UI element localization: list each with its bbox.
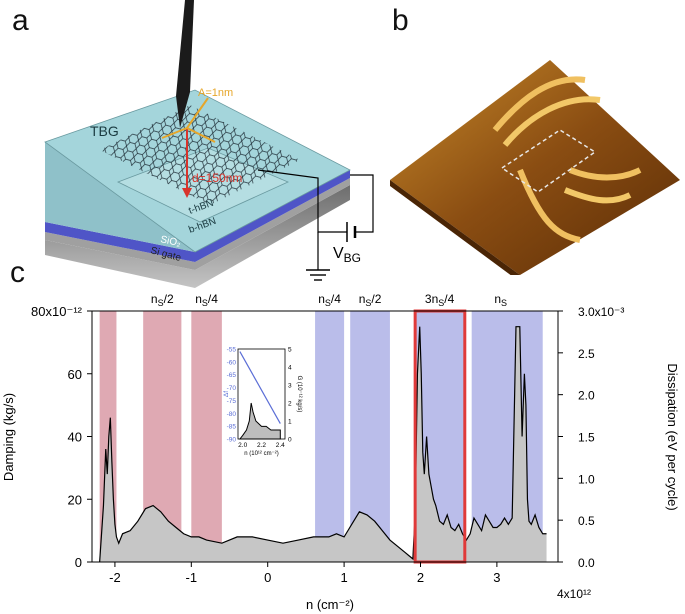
inset-y-tick-label: -80 (227, 411, 237, 418)
panel-letter-a: a (12, 4, 29, 37)
y-axis-label: Damping (kg/s) (1, 393, 16, 481)
y2-tick-label: 2.5 (578, 347, 595, 361)
y-tick-label: 20 (68, 492, 82, 507)
y2-axis-label: Dissipation (eV per cycle) (665, 363, 680, 510)
inset-x-tick-label: 2.2 (257, 442, 266, 449)
band-label: nS/4 (195, 292, 218, 308)
inset-y-axis-label: Δf (223, 391, 230, 397)
device-schematic: TBG A=1nm d=150nm t-hBN SiO₂ b-hBN Si ga… (44, 0, 374, 288)
inset-x-axis-label: n (10¹² cm⁻²) (244, 451, 279, 457)
y-tick-label: 60 (68, 367, 82, 382)
band-label: nS/2 (359, 292, 382, 308)
inset-y2-tick-label: 1 (288, 419, 292, 426)
label-sio2: SiO₂ (159, 234, 182, 249)
inset-y2-tick-label: 5 (288, 347, 292, 354)
x-axis-label: n (cm⁻²) (306, 597, 354, 612)
y2-tick-label: 1.5 (578, 431, 595, 445)
inset-y2-tick-label: 0 (288, 437, 292, 444)
inset-frequency-line (239, 351, 281, 424)
x-tick-label: 2 (417, 570, 424, 585)
inset-y-tick-label: -70 (227, 385, 237, 392)
x-tick-label: -1 (186, 570, 198, 585)
band-label: nS (494, 292, 507, 308)
x-tick-label: 3 (493, 570, 500, 585)
inset-y2-tick-label: 3 (288, 383, 292, 390)
inset-y-tick-label: -85 (227, 424, 237, 431)
panel-letter-c: c (10, 256, 25, 289)
tbg-lattice (100, 105, 300, 205)
si-gate-layer (45, 185, 350, 288)
band-label: nS/2 (151, 292, 174, 308)
y-tick-label: 80x10⁻¹² (31, 304, 83, 319)
y2-tick-label: 1.0 (578, 472, 595, 486)
inset-y-tick-label: -55 (227, 347, 237, 354)
band-6 (471, 311, 543, 562)
label-a: A=1nm (198, 87, 233, 99)
y2-tick-label: 3.0x10⁻³ (578, 305, 624, 319)
band-label: nS/4 (318, 292, 341, 308)
inset-y2-tick-label: 4 (288, 365, 292, 372)
inset-y-tick-label: -90 (227, 437, 237, 444)
y2-tick-label: 0.0 (578, 556, 595, 570)
band-2 (191, 311, 222, 562)
y2-tick-label: 0.5 (578, 514, 595, 528)
band-label: 3nS/4 (425, 292, 455, 308)
x-tick-label: 1 (340, 570, 347, 585)
y-tick-label: 0 (75, 555, 82, 570)
afm-tip (176, 0, 194, 128)
damping-trace (99, 326, 547, 563)
inset-y2-axis-label: G (10⁻¹² kg/s) (296, 376, 302, 413)
panel-letter-b: b (392, 4, 409, 37)
inset-x-tick-label: 2.0 (238, 442, 247, 449)
inset-y-tick-label: -65 (227, 372, 237, 379)
label-tbg: TBG (90, 123, 119, 139)
x-tick-label: 0 (264, 570, 271, 585)
inset-y2-tick-label: 2 (288, 401, 292, 408)
afm-topography-image (390, 60, 680, 275)
label-vbg: VBG (333, 245, 361, 265)
y2-tick-label: 2.0 (578, 389, 595, 403)
band-3 (315, 311, 345, 562)
x-tick-label: -2 (109, 570, 121, 585)
inset-damping-trace (238, 402, 281, 440)
inset-x-tick-label: 2.4 (276, 442, 285, 449)
label-d: d=150nm (192, 171, 242, 185)
y-tick-label: 40 (68, 430, 82, 445)
x-multiplier-label: 4x10¹² (557, 587, 591, 601)
sio2-layer (45, 170, 350, 262)
inset-frame (237, 348, 286, 440)
inset-y-tick-label: -75 (227, 398, 237, 405)
inset-y-tick-label: -60 (227, 359, 237, 366)
